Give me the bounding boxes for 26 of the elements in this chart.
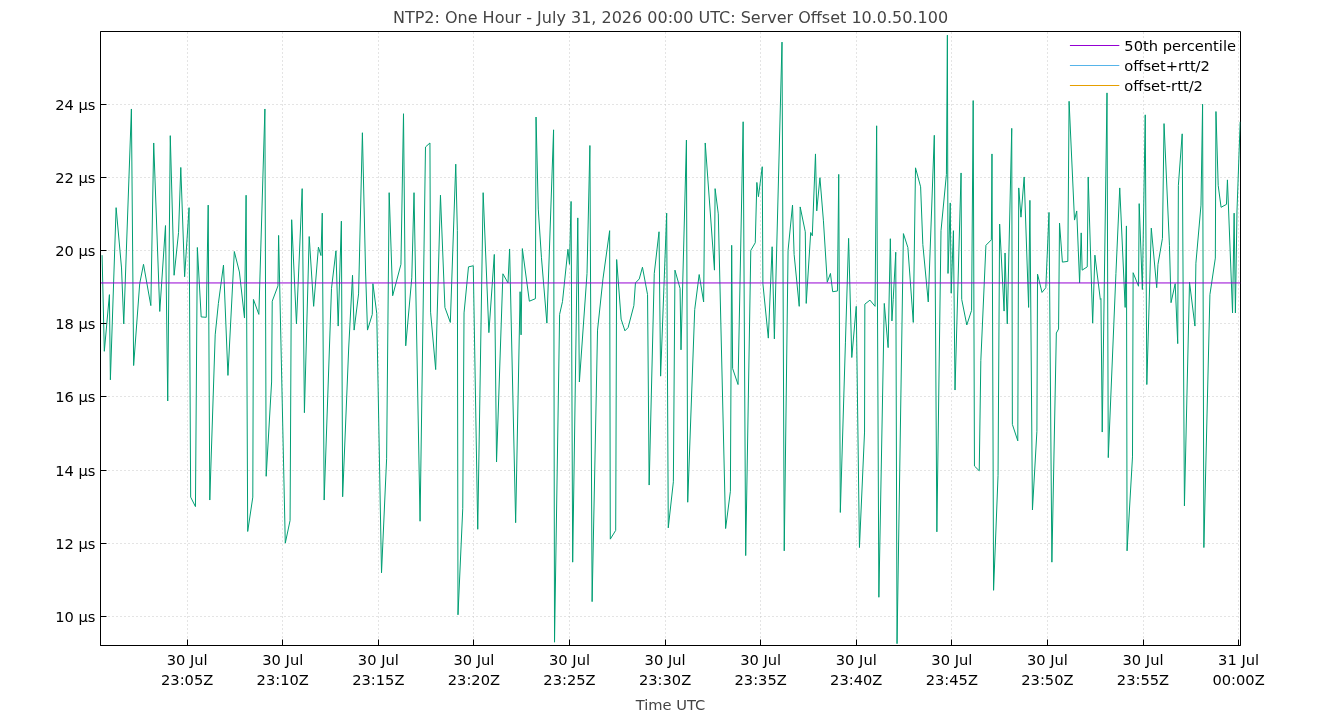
x-tick-label: 30 Jul 23:10Z <box>256 650 309 688</box>
x-tick-label: 31 Jul 00:00Z <box>1212 650 1265 688</box>
y-tick-label: 16 µs <box>55 388 96 406</box>
x-axis-title: Time UTC <box>634 695 706 713</box>
x-tick-label: 30 Jul 23:05Z <box>161 650 214 688</box>
x-tick-label: 30 Jul 23:40Z <box>830 650 883 688</box>
x-tick-label: 30 Jul 23:20Z <box>447 650 501 688</box>
y-tick-label: 12 µs <box>55 534 96 552</box>
line-series <box>101 34 1241 645</box>
y-tick-label: 10 µs <box>55 607 96 625</box>
legend-label: offset-rtt/2 <box>1124 76 1203 94</box>
x-tick-label: 30 Jul 23:15Z <box>352 650 405 688</box>
x-tick-label: 30 Jul 23:35Z <box>734 650 787 688</box>
y-tick-label: 20 µs <box>55 242 96 260</box>
x-tick-label: 30 Jul 23:55Z <box>1116 650 1170 688</box>
x-tick-label: 30 Jul 23:30Z <box>638 650 692 688</box>
legend-label: offset+rtt/2 <box>1124 56 1210 74</box>
y-tick-label: 18 µs <box>55 315 96 333</box>
chart-title: NTP2: One Hour - July 31, 2026 00:00 UTC: Server Offset 10.0.50.100 <box>392 7 949 27</box>
y-tick-label: 24 µs <box>55 96 96 114</box>
x-tick-label: 30 Jul 23:45Z <box>925 650 978 688</box>
x-tick-label: 30 Jul 23:50Z <box>1021 650 1074 688</box>
y-tick-label: 22 µs <box>55 169 96 187</box>
legend-label: 50th percentile <box>1124 36 1236 54</box>
x-tick-label: 30 Jul 23:25Z <box>543 650 596 688</box>
y-tick-label: 14 µs <box>55 461 96 479</box>
